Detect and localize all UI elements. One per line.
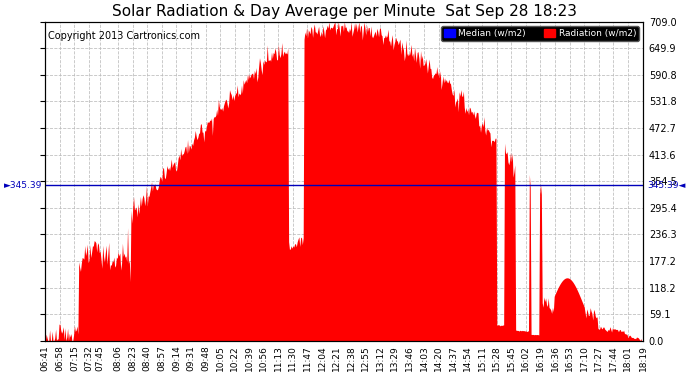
Text: Copyright 2013 Cartronics.com: Copyright 2013 Cartronics.com (48, 31, 200, 41)
Text: 345.39◄: 345.39◄ (647, 181, 686, 190)
Title: Solar Radiation & Day Average per Minute  Sat Sep 28 18:23: Solar Radiation & Day Average per Minute… (112, 4, 577, 19)
Legend: Median (w/m2), Radiation (w/m2): Median (w/m2), Radiation (w/m2) (442, 26, 639, 40)
Text: ►345.39: ►345.39 (4, 181, 43, 190)
